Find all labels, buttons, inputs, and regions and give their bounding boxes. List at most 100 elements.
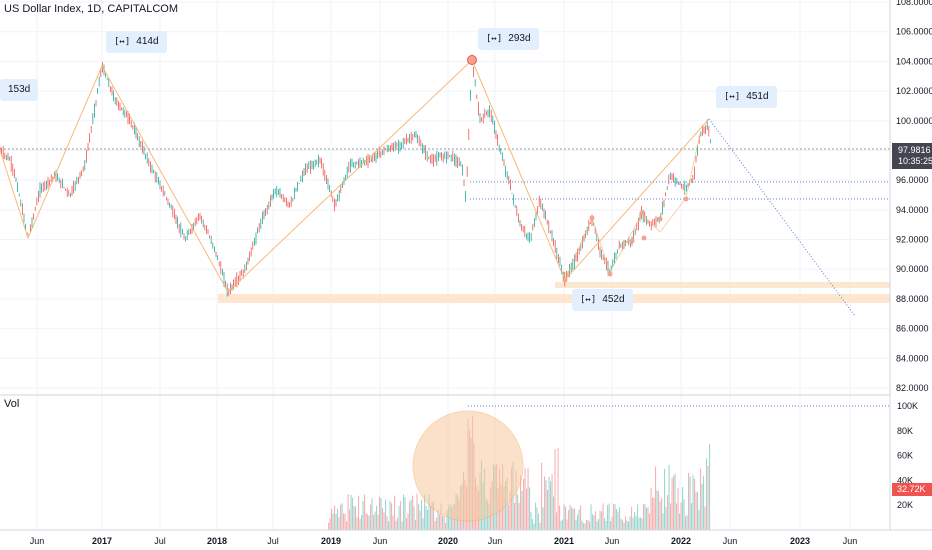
duration-tag[interactable]: [↔] 452d: [572, 289, 633, 311]
swing-marker[interactable]: [683, 196, 689, 202]
volume-bar: [526, 488, 528, 530]
volume-bar: [509, 491, 511, 530]
volume-bar: [431, 502, 433, 530]
volume-bar: [448, 506, 450, 530]
volume-bar: [670, 503, 672, 530]
volume-bar: [527, 468, 529, 530]
volume-bar: [424, 494, 426, 530]
duration-tag[interactable]: [↔] 293d: [478, 28, 539, 50]
volume-bar: [604, 518, 606, 530]
volume-highlight-circle[interactable]: [412, 410, 524, 522]
volume-bar: [587, 519, 589, 530]
volume-bar: [586, 519, 588, 530]
volume-bar: [530, 511, 532, 530]
current-volume-badge[interactable]: 32.72K: [892, 483, 932, 496]
duration-tag[interactable]: 153d: [0, 79, 39, 101]
volume-bar: [542, 507, 544, 530]
swing-marker[interactable]: [639, 210, 645, 216]
date-range-icon: [↔]: [724, 92, 741, 102]
swing-marker[interactable]: [562, 277, 568, 283]
volume-bar: [676, 503, 678, 530]
time-tick-label: 2021: [554, 536, 574, 546]
duration-tag[interactable]: [↔] 414d: [106, 31, 167, 53]
volume-bar: [584, 523, 586, 530]
volume-bar: [379, 496, 381, 530]
support-zone-upper[interactable]: [555, 282, 890, 288]
volume-bar: [572, 508, 574, 530]
volume-bar: [334, 505, 336, 530]
volume-bar: [656, 490, 658, 530]
volume-bar: [703, 475, 705, 530]
volume-bar: [550, 481, 552, 530]
date-range-icon: [↔]: [580, 295, 597, 305]
projection-line[interactable]: [708, 118, 856, 317]
swing-marker[interactable]: [589, 215, 595, 221]
volume-bar: [419, 510, 421, 530]
price-tick-label: 88.0000: [896, 294, 929, 304]
swing-marker[interactable]: [607, 271, 613, 277]
volume-bar: [613, 503, 615, 530]
time-axis[interactable]: Jun 2017 Jul 2018 Jul 2019 Jun 2020 Jun 2021 Jun 20…: [30, 536, 858, 546]
volume-bar: [412, 495, 414, 530]
volume-bar: [674, 473, 676, 530]
volume-bar: [517, 494, 519, 530]
duration-value: 452d: [602, 294, 625, 305]
volume-bar: [662, 513, 664, 530]
swing-marker[interactable]: [629, 238, 635, 244]
volume-bar: [620, 518, 622, 530]
volume-bar: [437, 509, 439, 530]
price-tick-label: 92.0000: [896, 235, 929, 245]
volume-label[interactable]: Vol: [4, 398, 20, 410]
volume-bar: [646, 507, 648, 530]
volume-bar: [415, 519, 417, 530]
price-tick-label: 102.0000: [896, 86, 932, 96]
swing-marker[interactable]: [641, 235, 647, 241]
zigzag-swing-line[interactable]: [0, 59, 710, 293]
volume-bar: [392, 515, 394, 530]
volume-bar: [403, 494, 405, 530]
volume-bar: [602, 503, 604, 530]
price-tick-label: 84.0000: [896, 353, 929, 363]
volume-bar: [685, 516, 687, 530]
volume-bar: [358, 495, 360, 530]
volume-bar: [443, 515, 445, 530]
price-tick-label: 94.0000: [896, 205, 929, 215]
swing-marker[interactable]: [657, 216, 663, 222]
volume-bar: [641, 518, 643, 530]
volume-bar: [581, 520, 583, 530]
volume-bar: [340, 504, 342, 530]
volume-bar: [560, 520, 562, 530]
volume-bar: [556, 512, 558, 530]
volume-bar: [680, 502, 682, 530]
volume-bar: [514, 502, 516, 530]
volume-bar: [590, 504, 592, 530]
volume-tick-label: 80K: [897, 426, 913, 436]
volume-bar: [400, 501, 402, 530]
volume-bar: [524, 468, 526, 530]
volume-bar: [341, 503, 343, 530]
volume-bar: [355, 506, 357, 530]
volume-bar: [338, 517, 340, 530]
chart-title[interactable]: US Dollar Index, 1D, CAPITALCOM: [4, 3, 179, 15]
volume-bar: [359, 519, 361, 530]
duration-tag[interactable]: [↔] 451d: [716, 86, 777, 108]
volume-bar: [515, 470, 517, 530]
current-price-badge[interactable]: 97.9816 10:35:25: [892, 143, 932, 169]
volume-axis[interactable]: 100K 80K 60K 40K 20K: [897, 401, 918, 510]
volume-bar: [635, 515, 637, 530]
volume-bar: [571, 507, 573, 530]
support-zone-lower[interactable]: [218, 294, 890, 303]
volume-bar: [368, 515, 370, 530]
volume-bar: [337, 508, 339, 530]
volume-tick-label: 20K: [897, 500, 913, 510]
volume-bar: [547, 490, 549, 530]
volume-bar: [418, 504, 420, 530]
time-tick-label: Jun: [488, 536, 503, 546]
swing-high-marker[interactable]: [467, 55, 477, 65]
price-axis[interactable]: 108.0000 106.0000 104.0000 102.0000 100.0000…: [896, 0, 932, 393]
time-tick-label: 2020: [438, 536, 458, 546]
volume-bar: [638, 517, 640, 530]
volume-bar: [679, 513, 681, 530]
volume-bar: [439, 514, 441, 530]
